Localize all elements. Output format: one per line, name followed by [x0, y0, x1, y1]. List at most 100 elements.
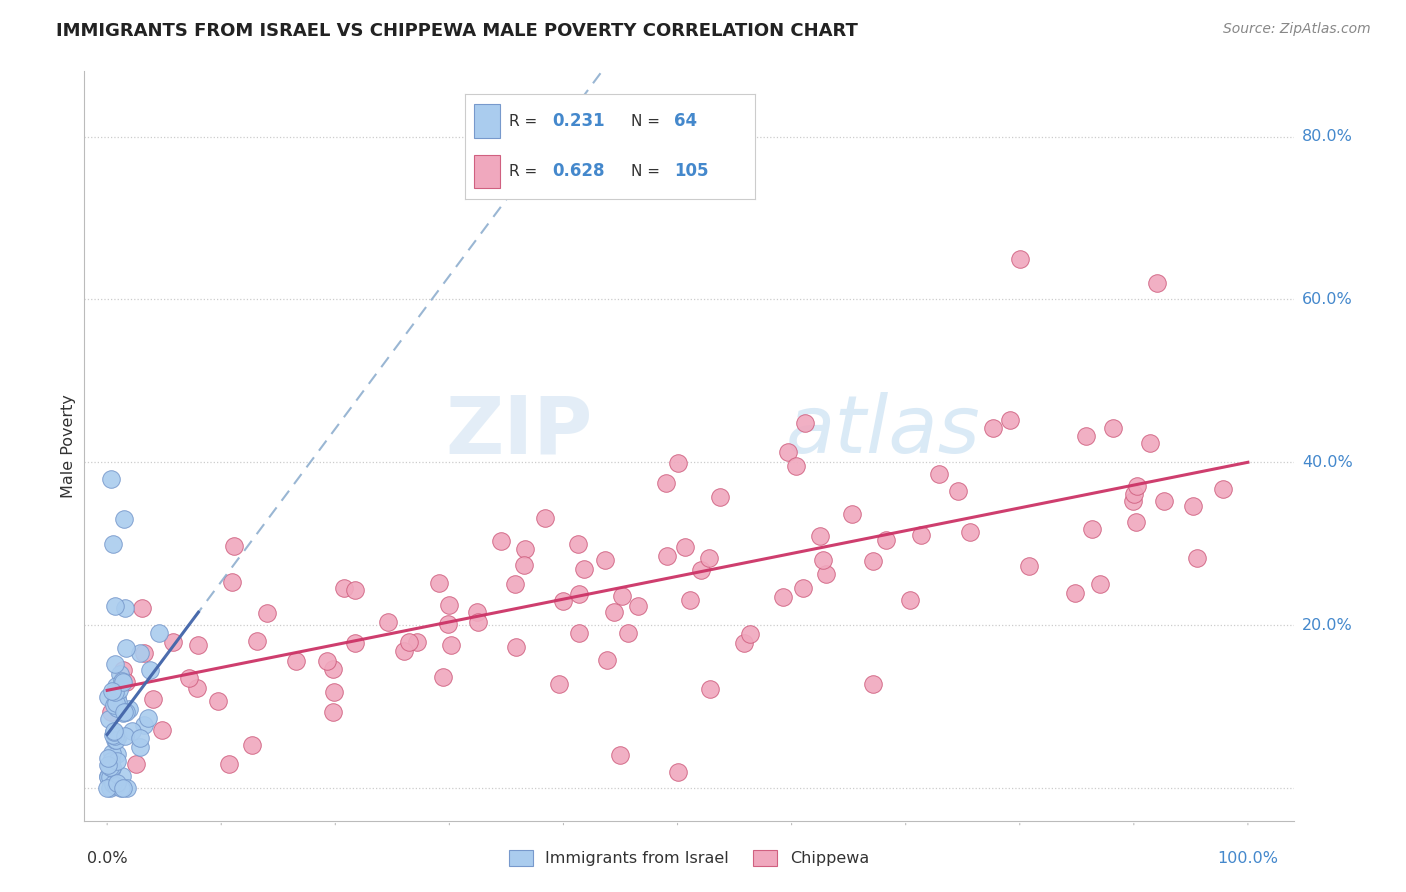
Point: [343, 636, 366, 650]
Legend: Immigrants from Israel, Chippewa: Immigrants from Israel, Chippewa: [502, 843, 876, 872]
Point: [655, 549, 678, 564]
Point: [107, 730, 129, 744]
Point: [139, 663, 162, 677]
Point: [101, 746, 124, 760]
Point: [121, 723, 143, 738]
Point: [103, 777, 125, 791]
Text: atlas: atlas: [786, 392, 980, 470]
Point: [285, 654, 308, 668]
Point: [100, 770, 122, 784]
Point: [100, 757, 122, 772]
Text: 40.0%: 40.0%: [1302, 455, 1353, 470]
Point: [322, 662, 344, 676]
Point: [515, 541, 537, 556]
Point: [437, 598, 460, 612]
Point: [699, 550, 721, 565]
Y-axis label: Male Poverty: Male Poverty: [60, 394, 76, 498]
Point: [467, 606, 489, 620]
Point: [1146, 276, 1168, 290]
Point: [609, 748, 631, 763]
Point: [103, 698, 125, 713]
Point: [98, 780, 121, 795]
Point: [105, 776, 128, 790]
Point: [344, 583, 367, 598]
Point: [105, 747, 128, 762]
Point: [96, 690, 118, 704]
Point: [568, 587, 591, 601]
Text: 0.0%: 0.0%: [87, 851, 128, 866]
Point: [998, 413, 1021, 427]
Point: [1185, 551, 1208, 566]
Point: [440, 639, 463, 653]
Point: [1125, 516, 1147, 530]
Text: IMMIGRANTS FROM ISRAEL VS CHIPPEWA MALE POVERTY CORRELATION CHART: IMMIGRANTS FROM ISRAEL VS CHIPPEWA MALE …: [56, 22, 858, 40]
Point: [627, 599, 650, 614]
Point: [131, 600, 153, 615]
Text: Source: ZipAtlas.com: Source: ZipAtlas.com: [1223, 22, 1371, 37]
Point: [224, 539, 246, 553]
Point: [898, 593, 921, 607]
Point: [101, 761, 124, 775]
Point: [1212, 482, 1234, 496]
Point: [111, 674, 134, 689]
Point: [132, 718, 155, 732]
Point: [100, 705, 122, 719]
Point: [792, 581, 814, 595]
Point: [679, 592, 702, 607]
Point: [162, 634, 184, 648]
Point: [96, 780, 118, 795]
Point: [1080, 522, 1102, 536]
Point: [103, 725, 125, 739]
Point: [129, 739, 152, 754]
Point: [240, 739, 263, 753]
Point: [97, 750, 120, 764]
Point: [1139, 436, 1161, 450]
Point: [776, 445, 799, 459]
Point: [115, 674, 138, 689]
Point: [128, 731, 150, 746]
Point: [534, 511, 557, 525]
Point: [221, 575, 243, 590]
Point: [489, 533, 512, 548]
Point: [1008, 252, 1031, 266]
Point: [101, 537, 124, 551]
Point: [97, 770, 120, 784]
Point: [103, 685, 125, 699]
Point: [108, 667, 131, 681]
Text: ZIP: ZIP: [444, 392, 592, 470]
Point: [793, 416, 815, 430]
Point: [1122, 494, 1144, 508]
Point: [1122, 487, 1144, 501]
Point: [548, 677, 571, 691]
Point: [392, 644, 415, 658]
Point: [617, 626, 640, 640]
Text: 20.0%: 20.0%: [1302, 617, 1353, 632]
Point: [467, 615, 489, 629]
Point: [1102, 421, 1125, 435]
Point: [733, 636, 755, 650]
Point: [107, 695, 129, 709]
Point: [101, 728, 124, 742]
Point: [150, 723, 173, 737]
Point: [246, 634, 269, 648]
Text: 100.0%: 100.0%: [1218, 851, 1278, 866]
Point: [104, 657, 127, 671]
Point: [207, 694, 229, 708]
Point: [875, 533, 897, 547]
Point: [105, 690, 128, 705]
Point: [111, 706, 134, 720]
Point: [132, 647, 155, 661]
Point: [551, 594, 574, 608]
Point: [959, 524, 981, 539]
Point: [148, 626, 170, 640]
Point: [104, 733, 127, 747]
Point: [1153, 493, 1175, 508]
Point: [785, 459, 807, 474]
Point: [136, 711, 159, 725]
Point: [437, 616, 460, 631]
Point: [105, 701, 128, 715]
Point: [333, 582, 356, 596]
Point: [110, 780, 132, 795]
Point: [572, 562, 595, 576]
Point: [111, 780, 134, 795]
